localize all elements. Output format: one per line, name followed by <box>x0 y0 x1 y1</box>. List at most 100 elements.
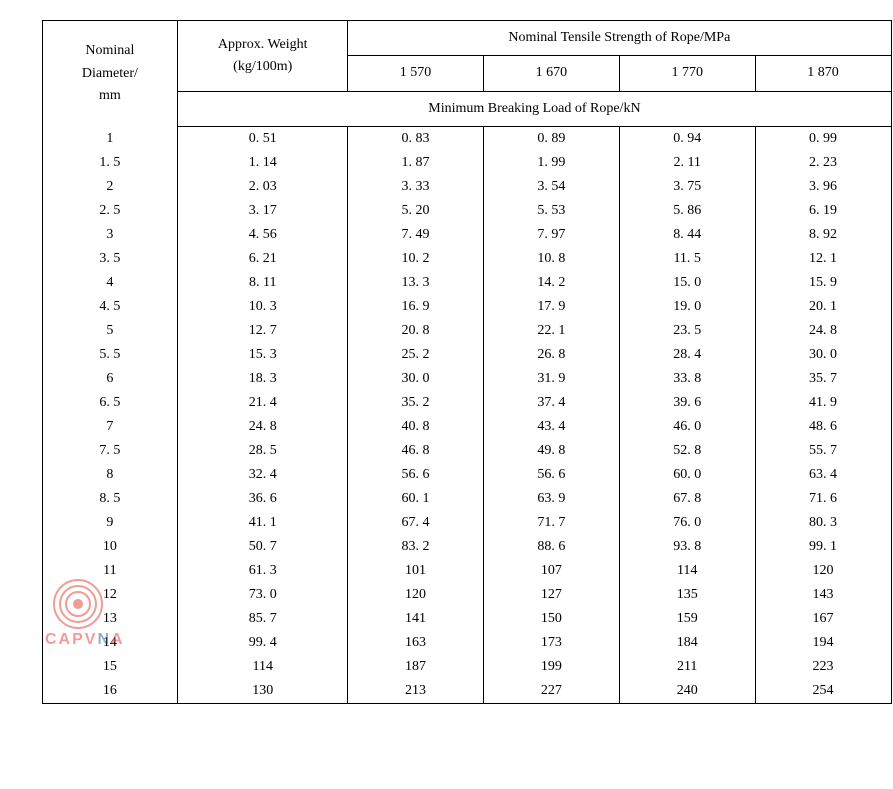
cell-v3: 23. 5 <box>619 319 755 343</box>
header-diameter-l3: mm <box>99 88 121 103</box>
cell-d: 4. 5 <box>42 295 178 319</box>
cell-v2: 17. 9 <box>483 295 619 319</box>
cell-v3: 52. 8 <box>619 439 755 463</box>
header-weight: Approx. Weight (kg/100m) <box>178 21 348 92</box>
cell-v3: 184 <box>619 631 755 655</box>
cell-v2: 10. 8 <box>483 247 619 271</box>
table-row: 512. 720. 822. 123. 524. 8 <box>42 319 891 343</box>
cell-w: 8. 11 <box>178 271 348 295</box>
header-tensile-group: Nominal Tensile Strength of Rope/MPa <box>348 21 891 56</box>
cell-v4: 3. 96 <box>755 175 891 199</box>
cell-v2: 63. 9 <box>483 487 619 511</box>
cell-v2: 127 <box>483 583 619 607</box>
rope-spec-table: Nominal Diameter/ mm Approx. Weight (kg/… <box>42 20 892 704</box>
cell-w: 32. 4 <box>178 463 348 487</box>
cell-w: 41. 1 <box>178 511 348 535</box>
cell-w: 21. 4 <box>178 391 348 415</box>
cell-v3: 19. 0 <box>619 295 755 319</box>
cell-w: 1. 14 <box>178 151 348 175</box>
cell-d: 6. 5 <box>42 391 178 415</box>
cell-v1: 16. 9 <box>348 295 484 319</box>
cell-v2: 1. 99 <box>483 151 619 175</box>
cell-v4: 71. 6 <box>755 487 891 511</box>
cell-d: 16 <box>42 679 178 704</box>
cell-v4: 223 <box>755 655 891 679</box>
cell-d: 8. 5 <box>42 487 178 511</box>
cell-v3: 28. 4 <box>619 343 755 367</box>
cell-v1: 0. 83 <box>348 127 484 152</box>
header-breaking-group: Minimum Breaking Load of Rope/kN <box>178 91 891 126</box>
cell-v4: 254 <box>755 679 891 704</box>
table-row: 941. 167. 471. 776. 080. 3 <box>42 511 891 535</box>
table-row: 1499. 4163173184194 <box>42 631 891 655</box>
cell-w: 15. 3 <box>178 343 348 367</box>
cell-w: 10. 3 <box>178 295 348 319</box>
cell-v4: 48. 6 <box>755 415 891 439</box>
cell-v4: 194 <box>755 631 891 655</box>
cell-w: 24. 8 <box>178 415 348 439</box>
header-weight-l2: (kg/100m) <box>233 59 292 74</box>
cell-w: 73. 0 <box>178 583 348 607</box>
cell-d: 9 <box>42 511 178 535</box>
cell-v1: 83. 2 <box>348 535 484 559</box>
table-row: 6. 521. 435. 237. 439. 641. 9 <box>42 391 891 415</box>
cell-w: 3. 17 <box>178 199 348 223</box>
cell-v3: 5. 86 <box>619 199 755 223</box>
cell-v2: 22. 1 <box>483 319 619 343</box>
cell-v2: 37. 4 <box>483 391 619 415</box>
cell-v3: 33. 8 <box>619 367 755 391</box>
header-tensile-1870: 1 870 <box>755 56 891 91</box>
cell-d: 2. 5 <box>42 199 178 223</box>
cell-v3: 8. 44 <box>619 223 755 247</box>
cell-v1: 213 <box>348 679 484 704</box>
cell-v2: 56. 6 <box>483 463 619 487</box>
cell-v4: 20. 1 <box>755 295 891 319</box>
cell-d: 5 <box>42 319 178 343</box>
cell-w: 61. 3 <box>178 559 348 583</box>
cell-v4: 41. 9 <box>755 391 891 415</box>
cell-v3: 60. 0 <box>619 463 755 487</box>
table-row: 5. 515. 325. 226. 828. 430. 0 <box>42 343 891 367</box>
cell-v4: 35. 7 <box>755 367 891 391</box>
table-row: 1273. 0120127135143 <box>42 583 891 607</box>
cell-v2: 199 <box>483 655 619 679</box>
table-row: 1161. 3101107114120 <box>42 559 891 583</box>
cell-w: 28. 5 <box>178 439 348 463</box>
cell-v2: 26. 8 <box>483 343 619 367</box>
cell-d: 4 <box>42 271 178 295</box>
cell-v1: 60. 1 <box>348 487 484 511</box>
table-row: 7. 528. 546. 849. 852. 855. 7 <box>42 439 891 463</box>
cell-v3: 159 <box>619 607 755 631</box>
cell-d: 12 <box>42 583 178 607</box>
cell-v2: 31. 9 <box>483 367 619 391</box>
cell-v1: 35. 2 <box>348 391 484 415</box>
table-row: 8. 536. 660. 163. 967. 871. 6 <box>42 487 891 511</box>
cell-v1: 1. 87 <box>348 151 484 175</box>
cell-w: 50. 7 <box>178 535 348 559</box>
cell-w: 6. 21 <box>178 247 348 271</box>
cell-v4: 8. 92 <box>755 223 891 247</box>
table-row: 724. 840. 843. 446. 048. 6 <box>42 415 891 439</box>
cell-v3: 2. 11 <box>619 151 755 175</box>
cell-v4: 63. 4 <box>755 463 891 487</box>
cell-v4: 120 <box>755 559 891 583</box>
cell-v2: 43. 4 <box>483 415 619 439</box>
cell-v4: 12. 1 <box>755 247 891 271</box>
cell-v1: 187 <box>348 655 484 679</box>
header-tensile-1670: 1 670 <box>483 56 619 91</box>
cell-w: 85. 7 <box>178 607 348 631</box>
cell-d: 14 <box>42 631 178 655</box>
cell-d: 7. 5 <box>42 439 178 463</box>
cell-v1: 46. 8 <box>348 439 484 463</box>
cell-v2: 7. 97 <box>483 223 619 247</box>
table-row: 3. 56. 2110. 210. 811. 512. 1 <box>42 247 891 271</box>
cell-d: 8 <box>42 463 178 487</box>
cell-w: 0. 51 <box>178 127 348 152</box>
cell-w: 130 <box>178 679 348 704</box>
table-row: 15114187199211223 <box>42 655 891 679</box>
cell-v2: 150 <box>483 607 619 631</box>
cell-d: 6 <box>42 367 178 391</box>
cell-v4: 80. 3 <box>755 511 891 535</box>
cell-d: 3 <box>42 223 178 247</box>
cell-v3: 15. 0 <box>619 271 755 295</box>
